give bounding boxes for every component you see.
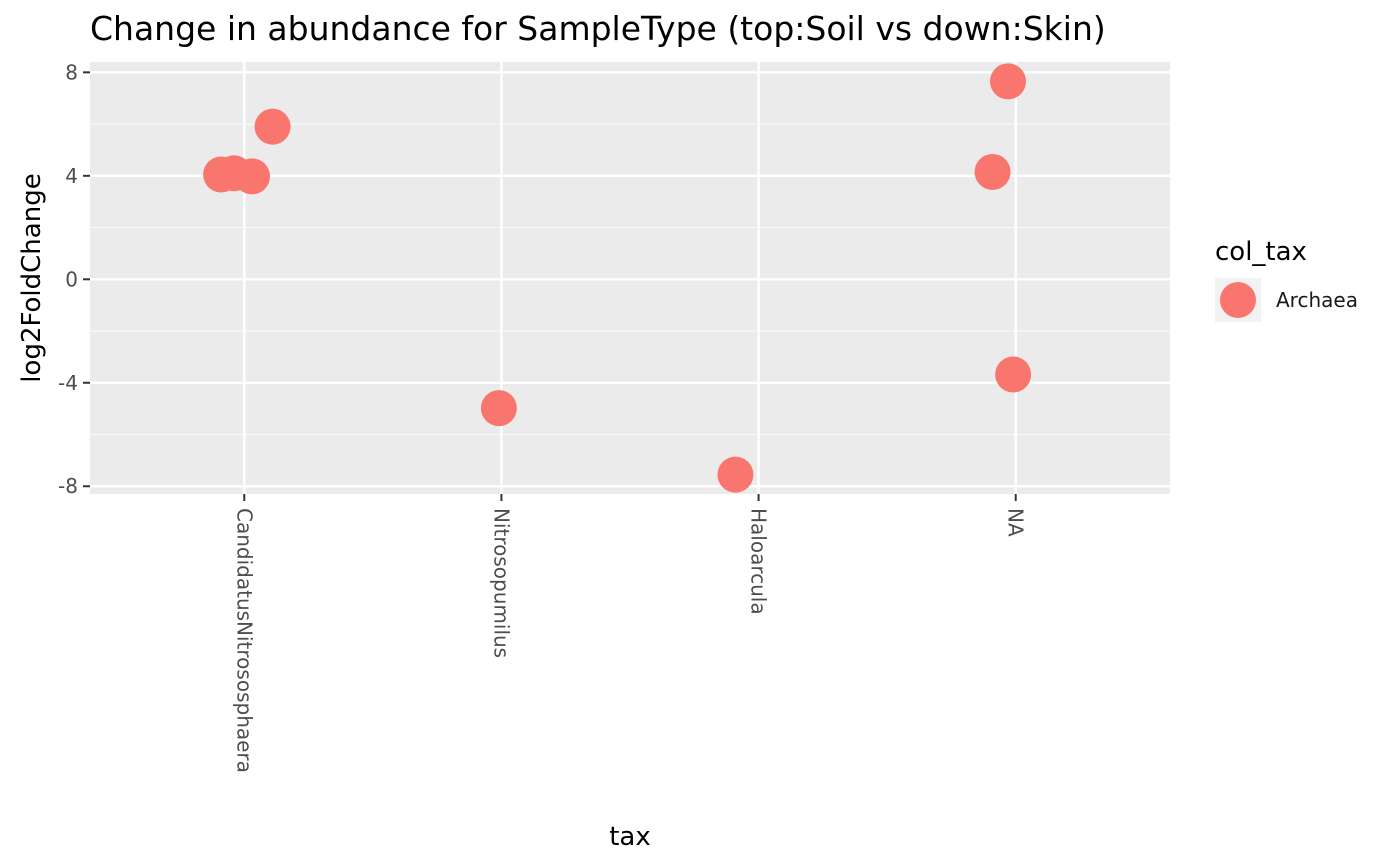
y-tick-label: 8 — [65, 60, 78, 84]
legend-title: col_tax — [1215, 237, 1307, 267]
legend-label: Archaea — [1276, 288, 1358, 312]
data-point — [995, 356, 1032, 393]
legend-key-point — [1220, 282, 1256, 318]
y-axis-title: log2FoldChange — [17, 173, 47, 382]
chart-title: Change in abundance for SampleType (top:… — [90, 9, 1106, 48]
y-tick-label: 4 — [65, 164, 78, 188]
y-tick-label: -8 — [58, 474, 78, 498]
x-tick-label: Haloarcula — [747, 508, 771, 615]
data-point — [234, 158, 270, 195]
legend: col_tax Archaea — [1215, 237, 1358, 322]
x-axis-title: tax — [609, 822, 651, 852]
x-tick-label: CandidatusNitrososphaera — [232, 508, 256, 773]
major-gridlines — [90, 62, 1170, 494]
data-point — [480, 390, 517, 427]
y-axis: 8 4 0 -4 -8 — [58, 60, 90, 498]
data-points — [203, 63, 1032, 493]
x-axis: CandidatusNitrososphaera Nitrosopumilus Ha… — [232, 494, 1028, 773]
y-tick-label: -4 — [58, 371, 78, 395]
data-point — [254, 108, 291, 145]
plot-panel — [90, 62, 1170, 494]
data-point — [974, 153, 1011, 190]
data-point — [990, 63, 1026, 100]
x-tick-label: Nitrosopumilus — [489, 508, 513, 658]
x-tick-label: NA — [1004, 508, 1028, 537]
y-tick-label: 0 — [65, 267, 78, 291]
data-point — [717, 456, 754, 493]
